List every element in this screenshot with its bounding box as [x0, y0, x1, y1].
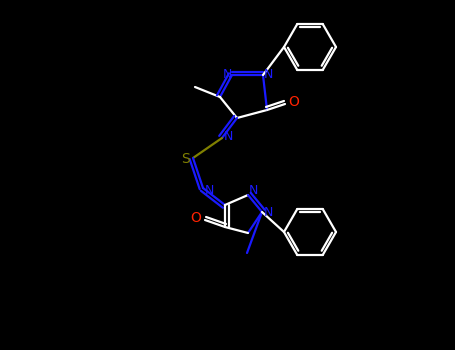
- Text: N: N: [204, 184, 214, 197]
- Text: N: N: [263, 206, 273, 219]
- Text: N: N: [248, 184, 258, 197]
- Text: S: S: [182, 152, 190, 166]
- Text: O: O: [191, 211, 202, 225]
- Text: N: N: [263, 69, 273, 82]
- Text: N: N: [222, 69, 232, 82]
- Text: O: O: [288, 95, 299, 109]
- Text: N: N: [223, 131, 233, 144]
